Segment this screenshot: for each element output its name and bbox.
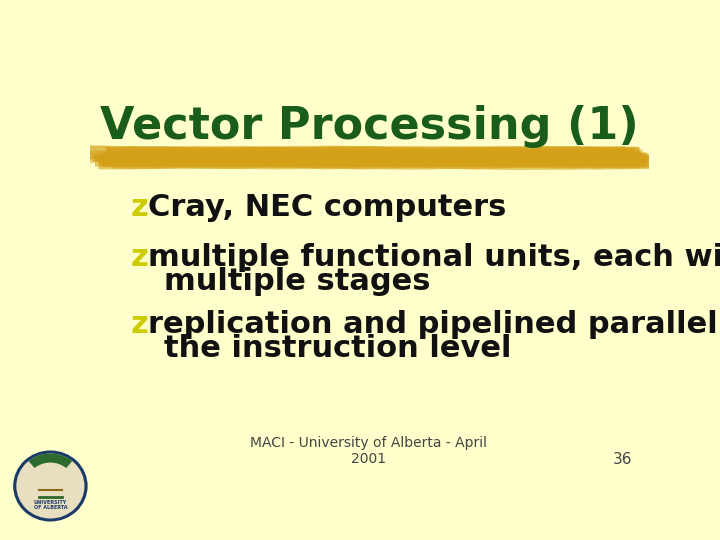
Text: 36: 36 <box>613 451 632 467</box>
Wedge shape <box>29 454 72 468</box>
Text: multiple stages: multiple stages <box>163 267 430 296</box>
Text: the instruction level: the instruction level <box>163 334 511 363</box>
Text: Cray, NEC computers: Cray, NEC computers <box>148 193 506 222</box>
Text: Vector Processing (1): Vector Processing (1) <box>99 105 639 148</box>
Text: MACI - University of Alberta - April
2001: MACI - University of Alberta - April 200… <box>251 436 487 467</box>
Text: z: z <box>130 310 148 339</box>
Text: OF ALBERTA: OF ALBERTA <box>34 505 67 510</box>
Text: replication and pipelined parallelism at: replication and pipelined parallelism at <box>148 310 720 339</box>
Text: z: z <box>130 193 148 222</box>
Circle shape <box>17 454 84 518</box>
Text: multiple functional units, each with: multiple functional units, each with <box>148 243 720 272</box>
Circle shape <box>13 450 88 522</box>
Text: z: z <box>130 243 148 272</box>
Text: UNIVERSITY: UNIVERSITY <box>34 500 67 505</box>
